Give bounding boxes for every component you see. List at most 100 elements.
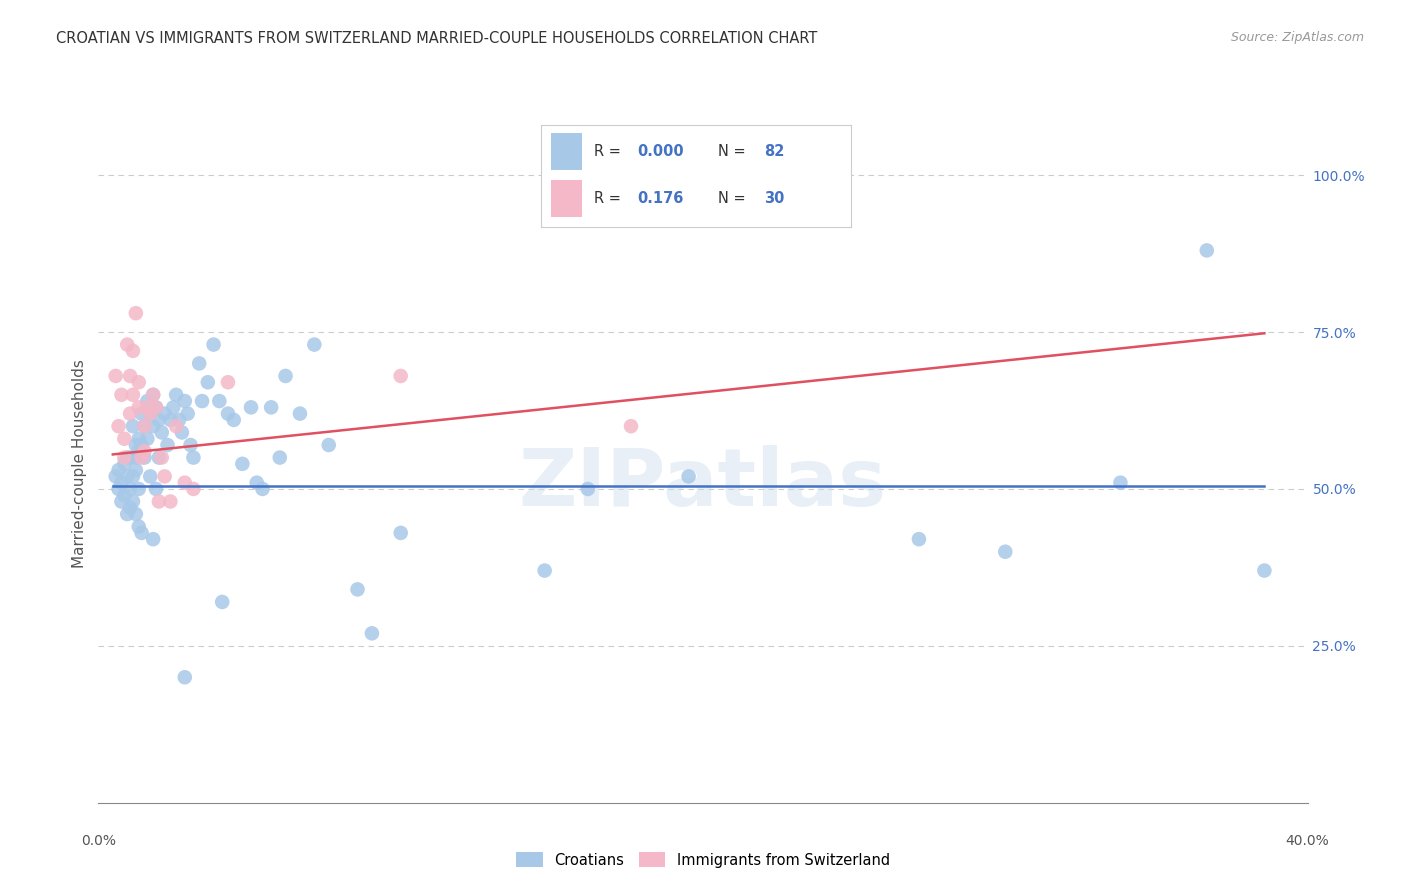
Point [240,401,263,415]
Point [269,450,291,465]
Point [122,388,145,402]
Point [125,306,148,320]
Text: N =: N = [717,144,749,159]
Point [908,532,931,546]
Point [112,432,135,446]
Point [120,407,142,421]
Point [197,376,219,390]
Point [112,450,135,465]
Point [170,425,193,440]
Point [260,401,283,415]
Point [188,356,211,370]
Point [389,368,412,383]
Point [115,507,138,521]
Point [134,444,156,458]
Point [533,564,555,578]
Legend: Croatians, Immigrants from Switzerland: Croatians, Immigrants from Switzerland [510,847,896,873]
Point [191,394,214,409]
Point [994,545,1017,559]
Point [128,519,150,533]
Text: Source: ZipAtlas.com: Source: ZipAtlas.com [1230,31,1364,45]
Point [1109,475,1132,490]
Point [202,337,225,351]
Point [222,413,245,427]
Text: CROATIAN VS IMMIGRANTS FROM SWITZERLAND MARRIED-COUPLE HOUSEHOLDS CORRELATION CH: CROATIAN VS IMMIGRANTS FROM SWITZERLAND … [56,31,818,46]
Point [142,388,165,402]
Point [288,407,311,421]
Point [125,450,148,465]
Point [104,368,127,383]
Point [217,376,239,390]
Point [346,582,368,597]
Point [131,525,153,540]
Point [142,532,165,546]
Point [122,419,145,434]
Point [107,419,129,434]
Text: 0.176: 0.176 [637,191,683,206]
Text: 30: 30 [763,191,785,206]
Y-axis label: Married-couple Households: Married-couple Households [72,359,87,568]
Point [148,494,170,508]
Point [142,419,165,434]
Text: ZIPatlas: ZIPatlas [519,445,887,524]
Point [120,500,142,515]
Point [104,469,127,483]
Point [134,419,156,434]
Text: R =: R = [593,191,630,206]
Point [274,368,297,383]
Point [217,407,239,421]
Bar [551,180,582,218]
Point [389,525,412,540]
Point [148,413,170,427]
Point [318,438,340,452]
Text: 40.0%: 40.0% [1285,834,1330,848]
Point [134,450,156,465]
Point [110,388,132,402]
Point [620,419,643,434]
Point [150,425,173,440]
Point [115,337,138,351]
Point [211,595,233,609]
Text: 0.0%: 0.0% [82,834,115,848]
Point [139,407,162,421]
Point [125,507,148,521]
Point [131,407,153,421]
Point [162,401,184,415]
Point [134,419,156,434]
Point [139,469,162,483]
Point [361,626,384,640]
Point [183,450,205,465]
Text: R =: R = [593,144,626,159]
Point [107,482,129,496]
Point [183,482,205,496]
Point [173,475,195,490]
Point [150,450,173,465]
Point [145,401,167,415]
Point [1195,244,1218,258]
Point [115,469,138,483]
Point [125,463,148,477]
Point [145,482,167,496]
Point [122,343,145,358]
Point [110,494,132,508]
Point [128,401,150,415]
Point [107,463,129,477]
Point [165,419,187,434]
Point [131,438,153,452]
Point [136,432,159,446]
Point [128,482,150,496]
Text: 0.000: 0.000 [637,144,683,159]
Point [156,438,179,452]
Point [136,394,159,409]
Point [159,494,181,508]
Point [139,407,162,421]
Point [246,475,269,490]
Bar [551,133,582,170]
Point [122,494,145,508]
Point [120,482,142,496]
Point [1253,564,1275,578]
Text: 82: 82 [763,144,785,159]
Point [142,388,165,402]
Point [304,337,326,351]
Point [136,401,159,415]
